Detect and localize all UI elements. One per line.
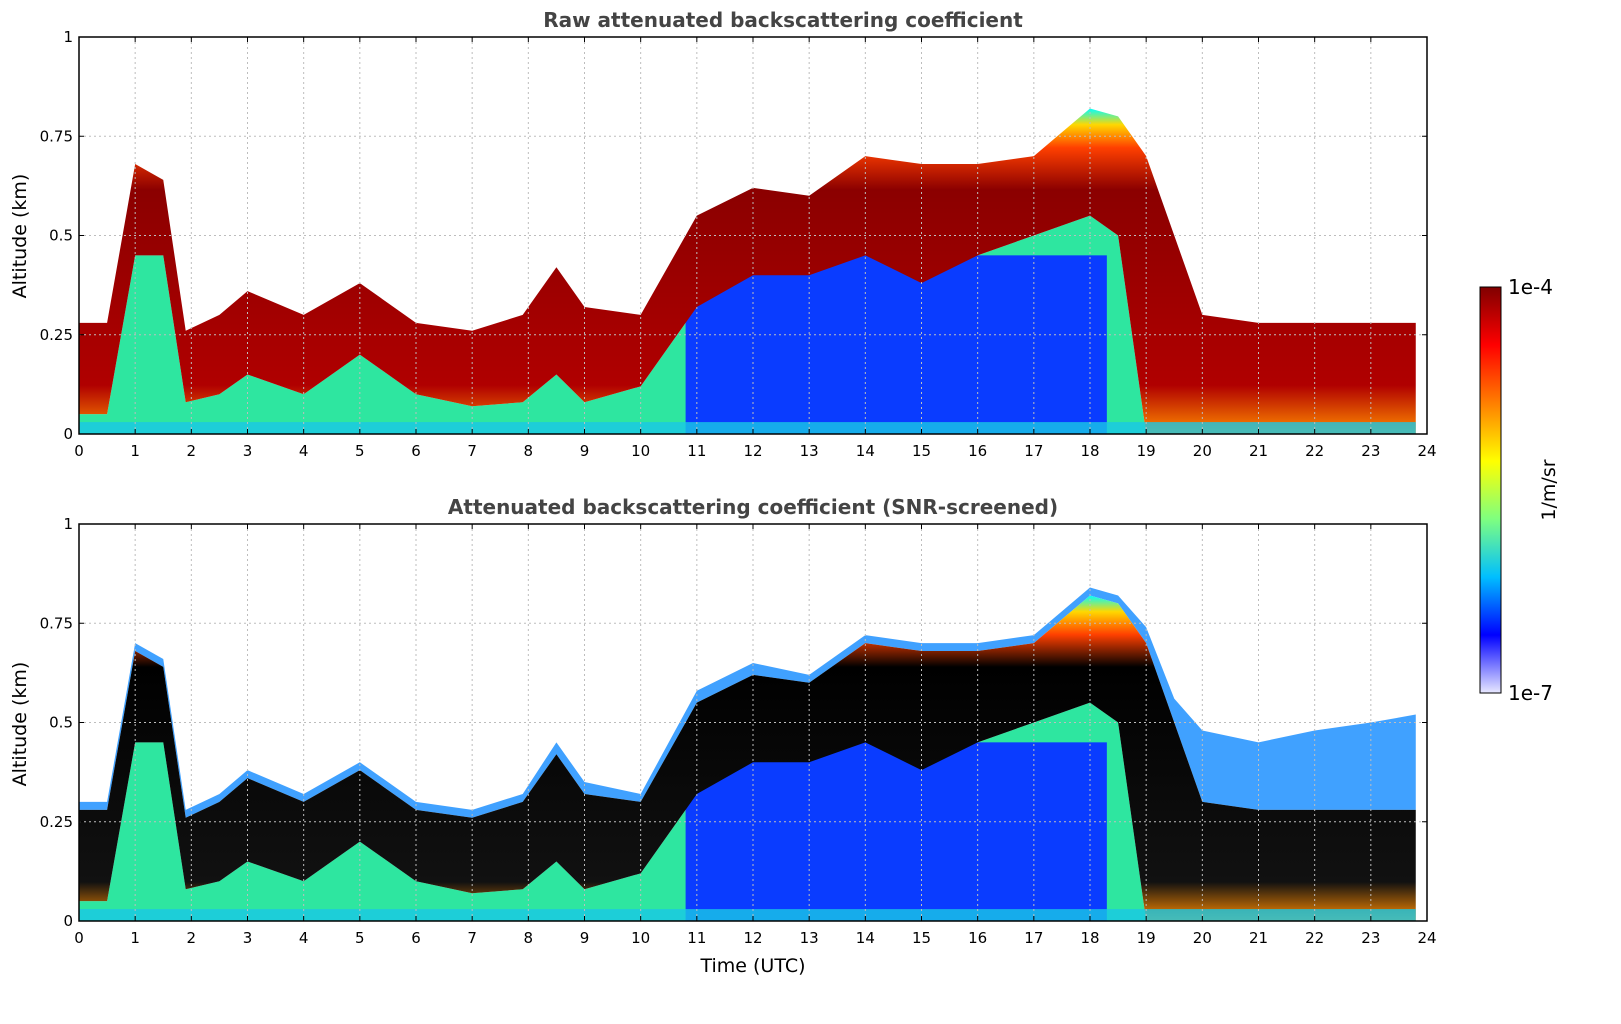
y-tick-label: 0.75 — [40, 614, 73, 632]
x-tick-label: 2 — [187, 929, 197, 947]
x-tick-label: 4 — [299, 929, 309, 947]
y-tick-label: 0.75 — [40, 127, 73, 145]
x-tick-label: 15 — [912, 442, 931, 460]
x-tick-label: 11 — [687, 929, 706, 947]
x-tick-label: 9 — [580, 442, 590, 460]
panel-raw: Raw attenuated backscattering coefficien… — [9, 8, 1437, 460]
y-tick-label: 0 — [63, 425, 73, 443]
x-tick-label: 12 — [743, 442, 762, 460]
colorbar: 1e-4 1e-7 1/m/sr — [1479, 275, 1560, 705]
x-tick-label: 1 — [130, 929, 140, 947]
x-tick-label: 14 — [856, 442, 875, 460]
y-tick-label: 0.25 — [40, 326, 73, 344]
x-tick-label: 19 — [1137, 442, 1156, 460]
x-tick-label: 15 — [912, 929, 931, 947]
panel-title-raw: Raw attenuated backscattering coefficien… — [543, 8, 1023, 32]
aerosol-halo-screened — [79, 587, 1416, 818]
backscatter-layer-screened — [79, 595, 1416, 921]
y-axis-label-raw: Altitude (km) — [9, 174, 31, 299]
y-tick-label: 0 — [63, 912, 73, 930]
x-tick-label: 4 — [299, 442, 309, 460]
colorbar-bar — [1479, 286, 1502, 694]
x-tick-label: 21 — [1249, 442, 1268, 460]
x-tick-label: 3 — [243, 442, 253, 460]
x-tick-label: 17 — [1024, 442, 1043, 460]
x-tick-label: 5 — [355, 442, 365, 460]
y-tick-label: 0.5 — [49, 227, 73, 245]
x-tick-label: 11 — [687, 442, 706, 460]
x-tick-label: 7 — [467, 442, 477, 460]
x-tick-label: 21 — [1249, 929, 1268, 947]
x-tick-label: 19 — [1137, 929, 1156, 947]
colorbar-max-label: 1e-4 — [1508, 275, 1553, 299]
x-tick-label: 12 — [743, 929, 762, 947]
x-tick-label: 20 — [1193, 929, 1212, 947]
x-tick-label: 13 — [800, 442, 819, 460]
x-tick-label: 23 — [1361, 929, 1380, 947]
x-tick-label: 9 — [580, 929, 590, 947]
panel-title-screened: Attenuated backscattering coefficient (S… — [448, 495, 1058, 519]
x-tick-label: 10 — [631, 442, 650, 460]
x-tick-label: 24 — [1417, 442, 1436, 460]
x-tick-label: 18 — [1080, 929, 1099, 947]
x-tick-label: 18 — [1080, 442, 1099, 460]
colorbar-min-label: 1e-7 — [1508, 681, 1553, 705]
x-tick-label: 16 — [968, 442, 987, 460]
x-tick-label: 13 — [800, 929, 819, 947]
plot-area-screened: 0 1 2 3 4 5 6 7 8 9 10 11 12 13 14 15 16 17 18 19 20 21 22 23 24… — [40, 515, 1437, 947]
backscatter-layer-raw — [79, 108, 1416, 435]
x-tick-label: 22 — [1305, 929, 1324, 947]
panel-screened: Attenuated backscattering coefficient (S… — [9, 495, 1437, 977]
x-tick-label: 7 — [467, 929, 477, 947]
y-axis-label-screened: Altitude (km) — [9, 662, 31, 787]
x-tick-label: 6 — [411, 442, 421, 460]
x-tick-label: 16 — [968, 929, 987, 947]
x-tick-label: 22 — [1305, 442, 1324, 460]
x-tick-label: 14 — [856, 929, 875, 947]
near-ground-strip-raw — [79, 422, 1416, 434]
x-axis-label: Time (UTC) — [699, 955, 805, 977]
x-tick-label: 10 — [631, 929, 650, 947]
x-tick-label: 6 — [411, 929, 421, 947]
x-tick-label: 17 — [1024, 929, 1043, 947]
low-signal-region-screened — [685, 742, 1107, 921]
y-tick-label: 1 — [63, 515, 73, 533]
y-tick-label: 0.5 — [49, 714, 73, 732]
x-tick-label: 0 — [74, 929, 84, 947]
x-tick-label: 3 — [243, 929, 253, 947]
x-tick-label: 20 — [1193, 442, 1212, 460]
x-tick-label: 2 — [187, 442, 197, 460]
colorbar-unit-label: 1/m/sr — [1538, 459, 1560, 520]
x-tick-label: 1 — [130, 442, 140, 460]
plot-area-raw: 0 1 2 3 4 5 6 7 8 9 10 11 12 13 14 15 16 17 18 19 20 21 22 23 24… — [40, 28, 1437, 460]
x-tick-label: 23 — [1361, 442, 1380, 460]
x-tick-label: 8 — [524, 929, 534, 947]
y-tick-label: 0.25 — [40, 813, 73, 831]
x-tick-label: 8 — [524, 442, 534, 460]
x-tick-label: 5 — [355, 929, 365, 947]
near-ground-strip-screened — [79, 909, 1416, 921]
x-tick-label: 24 — [1417, 929, 1436, 947]
x-tick-label: 0 — [74, 442, 84, 460]
y-tick-label: 1 — [63, 28, 73, 46]
low-signal-region-raw — [685, 255, 1107, 434]
